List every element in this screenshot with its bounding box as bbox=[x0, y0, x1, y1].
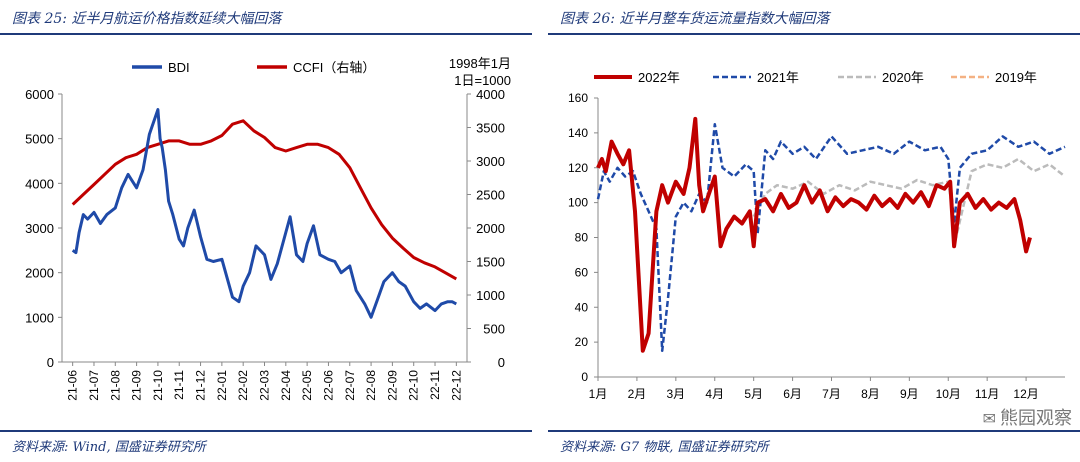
panel-truck-freight: 图表 26: 近半月整车货运流量指数大幅回落 0 20 40 60 80 100 120 14… bbox=[548, 0, 1080, 462]
y-left-tick-label: 0 bbox=[47, 355, 54, 370]
y-left-tick-label: 6000 bbox=[25, 87, 54, 102]
y-right-tick-label: 1500 bbox=[476, 255, 505, 270]
x-tick-label: 22-09 bbox=[385, 370, 399, 401]
legend-label-ccfi: CCFI（右轴） bbox=[293, 60, 375, 75]
y-left-tick-label: 3000 bbox=[25, 221, 54, 236]
x-tick-label: 5月 bbox=[744, 387, 763, 401]
y-left-tick-label: 2000 bbox=[25, 266, 54, 281]
x-tick-label: 22-07 bbox=[343, 370, 357, 401]
x-tick-label: 21-07 bbox=[87, 370, 101, 401]
chart-title: 图表 25: 近半月航运价格指数延续大幅回落 bbox=[12, 11, 282, 27]
x-tick-label: 22-11 bbox=[428, 370, 442, 400]
right-axis-note-line1: 1998年1月 bbox=[449, 56, 511, 71]
source-rule bbox=[548, 430, 1080, 432]
chart-title: 图表 26: 近半月整车货运流量指数大幅回落 bbox=[560, 11, 830, 27]
chart-source: 资料来源: G7 物联, 国盛证券研究所 bbox=[560, 440, 769, 455]
legend-label-0: 2022年 bbox=[638, 70, 680, 85]
x-tick-label: 21-08 bbox=[108, 370, 122, 401]
x-tick-label: 21-06 bbox=[66, 370, 80, 401]
x-tick-label: 3月 bbox=[666, 387, 685, 401]
watermark-text: 熊园观察 bbox=[1000, 408, 1072, 429]
x-tick-label: 6月 bbox=[783, 387, 802, 401]
x-tick-label: 22-06 bbox=[321, 370, 335, 401]
y-right-tick-label: 3000 bbox=[476, 154, 505, 169]
chart-source: 资料来源: Wind, 国盛证券研究所 bbox=[12, 440, 206, 455]
x-tick-label: 1月 bbox=[589, 387, 608, 401]
series-line-2022年 bbox=[596, 116, 1032, 353]
series-line-ccfi bbox=[71, 119, 458, 281]
legend-label-bdi: BDI bbox=[168, 60, 190, 75]
y-right-tick-label: 2500 bbox=[476, 188, 505, 203]
y-right-tick-label: 1000 bbox=[476, 288, 505, 303]
source-rule bbox=[0, 430, 532, 432]
y-right-tick-label: 2000 bbox=[476, 221, 505, 236]
x-tick-label: 9月 bbox=[900, 387, 919, 401]
x-tick-label: 21-10 bbox=[151, 370, 165, 401]
right-axis-note-line2: 1日=1000 bbox=[454, 73, 511, 88]
y-tick-label: 160 bbox=[568, 91, 588, 105]
x-tick-label: 8月 bbox=[861, 387, 880, 401]
y-tick-label: 40 bbox=[575, 300, 589, 314]
x-tick-label: 12月 bbox=[1013, 387, 1038, 401]
y-tick-label: 100 bbox=[568, 196, 588, 210]
panel-bdi-ccfi: 图表 25: 近半月航运价格指数延续大幅回落 0 1000 2000 3000 4000… bbox=[0, 0, 532, 462]
truck-freight-chart: 0 20 40 60 80 100 120 140 160 1月 2月 3月 4月 5月 6月 7月 8月 9月 1… bbox=[568, 70, 1066, 401]
y-right-tick-label: 500 bbox=[483, 322, 505, 337]
y-tick-label: 60 bbox=[575, 265, 589, 279]
x-tick-label: 22-03 bbox=[258, 370, 272, 401]
title-rule bbox=[0, 33, 532, 35]
legend-label-1: 2021年 bbox=[757, 70, 799, 85]
y-tick-label: 140 bbox=[568, 126, 588, 140]
x-tick-label: 21-11 bbox=[172, 370, 186, 400]
title-rule bbox=[548, 33, 1080, 35]
x-tick-label: 7月 bbox=[822, 387, 841, 401]
x-tick-label: 22-12 bbox=[449, 370, 463, 401]
legend-label-2: 2020年 bbox=[882, 70, 924, 85]
x-tick-label: 22-02 bbox=[236, 370, 250, 401]
bdi-ccfi-chart: 0 1000 2000 3000 4000 5000 6000 0 500 1000 1500 200… bbox=[25, 56, 511, 401]
y-tick-label: 0 bbox=[581, 370, 588, 384]
series-line-2020年 bbox=[752, 157, 1066, 239]
y-left-tick-label: 1000 bbox=[25, 310, 54, 325]
series-line-2021年 bbox=[596, 122, 1066, 353]
x-tick-label: 2月 bbox=[628, 387, 647, 401]
y-right-tick-label: 3500 bbox=[476, 121, 505, 136]
legend-label-3: 2019年 bbox=[995, 70, 1037, 85]
watermark: ✉ 熊园观察 bbox=[983, 404, 1072, 430]
y-left-tick-label: 4000 bbox=[25, 176, 54, 191]
x-tick-label: 22-05 bbox=[300, 370, 314, 401]
wechat-icon: ✉ bbox=[982, 409, 996, 428]
y-right-tick-label: 0 bbox=[498, 355, 505, 370]
x-tick-label: 4月 bbox=[705, 387, 724, 401]
x-tick-label: 21-12 bbox=[194, 370, 208, 401]
y-tick-label: 120 bbox=[568, 161, 588, 175]
y-left-tick-label: 5000 bbox=[25, 132, 54, 147]
x-tick-label: 10月 bbox=[936, 387, 961, 401]
series-line-bdi bbox=[71, 108, 457, 319]
x-tick-label: 22-01 bbox=[215, 370, 229, 401]
y-right-tick-label: 4000 bbox=[476, 87, 505, 102]
x-tick-label: 22-10 bbox=[407, 370, 421, 401]
y-tick-label: 20 bbox=[575, 335, 589, 349]
x-tick-label: 21-09 bbox=[130, 370, 144, 401]
x-tick-label: 22-04 bbox=[279, 370, 293, 401]
y-tick-label: 80 bbox=[575, 231, 589, 245]
x-tick-label: 11月 bbox=[975, 387, 999, 401]
x-tick-label: 22-08 bbox=[364, 370, 378, 401]
